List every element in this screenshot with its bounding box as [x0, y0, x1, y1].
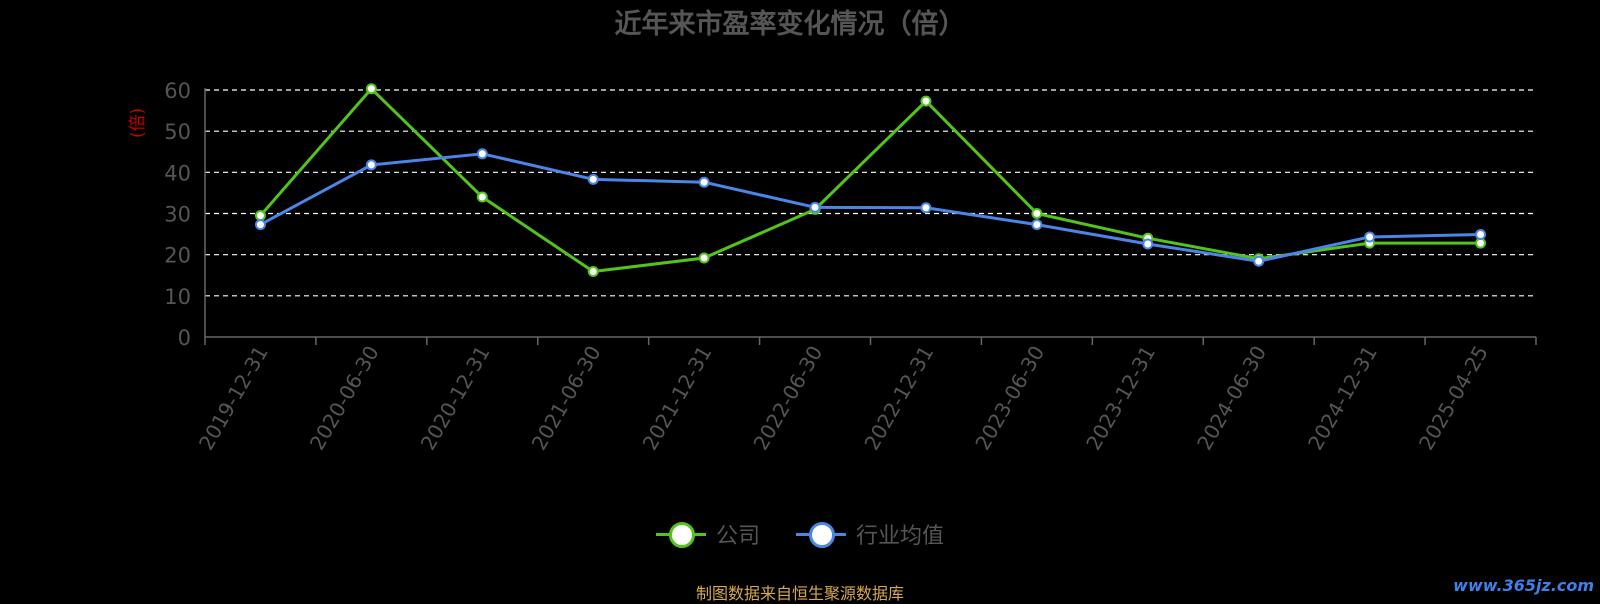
legend-item-industry[interactable]: 行业均值 [796, 518, 944, 550]
data-point-company[interactable] [365, 83, 377, 95]
data-point-industry[interactable] [1364, 231, 1376, 243]
watermark: www.365jz.com [1453, 576, 1594, 595]
legend-swatch-industry [796, 520, 846, 548]
data-point-industry[interactable] [476, 148, 488, 160]
data-point-industry[interactable] [809, 201, 821, 213]
data-point-company[interactable] [698, 252, 710, 264]
data-point-industry[interactable] [587, 173, 599, 185]
data-point-industry[interactable] [920, 202, 932, 214]
data-point-industry[interactable] [1031, 219, 1043, 231]
data-point-industry[interactable] [254, 219, 266, 231]
data-point-company[interactable] [1031, 208, 1043, 219]
data-point-company[interactable] [920, 95, 932, 107]
data-point-company[interactable] [587, 266, 599, 278]
y-tick-label: 10 [164, 285, 191, 309]
x-tick-label: 2022-06-30 [748, 342, 827, 455]
x-tick-label: 2020-12-31 [416, 342, 495, 455]
data-point-company[interactable] [476, 191, 488, 203]
x-tick-label: 2023-06-30 [970, 342, 1049, 455]
data-point-industry[interactable] [1475, 228, 1487, 240]
y-tick-label: 20 [164, 244, 191, 268]
legend-label-industry: 行业均值 [856, 524, 945, 549]
data-point-industry[interactable] [365, 159, 377, 171]
x-tick-label: 2024-06-30 [1192, 342, 1271, 455]
x-tick-label: 2020-06-30 [305, 342, 384, 455]
legend: 公司 行业均值 [0, 518, 1600, 550]
x-tick-label: 2021-12-31 [638, 342, 717, 455]
data-source-note: 制图数据来自恒生聚源数据库 [695, 584, 904, 603]
data-point-industry[interactable] [1142, 238, 1154, 250]
data-point-company[interactable] [254, 210, 266, 222]
data-point-industry[interactable] [1253, 255, 1265, 267]
y-tick-label: 50 [164, 120, 191, 144]
x-tick-label: 2025-04-25 [1414, 342, 1493, 455]
legend-item-company[interactable]: 公司 [655, 518, 760, 550]
series-line-industry [259, 152, 1481, 263]
x-tick-label: 2024-12-31 [1303, 342, 1382, 455]
y-tick-label: 30 [164, 203, 191, 227]
data-point-industry[interactable] [698, 176, 710, 188]
y-tick-label: 60 [164, 79, 191, 103]
y-tick-label: 40 [164, 161, 191, 185]
x-tick-label: 2021-06-30 [527, 342, 606, 455]
legend-label-company: 公司 [715, 524, 760, 549]
series-line-company [259, 87, 1481, 274]
x-tick-label: 2023-12-31 [1081, 342, 1160, 455]
y-axis-label: (倍) [128, 108, 148, 138]
legend-swatch-company [655, 520, 706, 548]
x-tick-label: 2022-12-31 [859, 342, 938, 455]
y-tick-label: 0 [178, 326, 191, 350]
x-tick-label: 2019-12-31 [194, 342, 273, 455]
chart-title: 近年来市盈率变化情况（倍） [615, 8, 966, 40]
